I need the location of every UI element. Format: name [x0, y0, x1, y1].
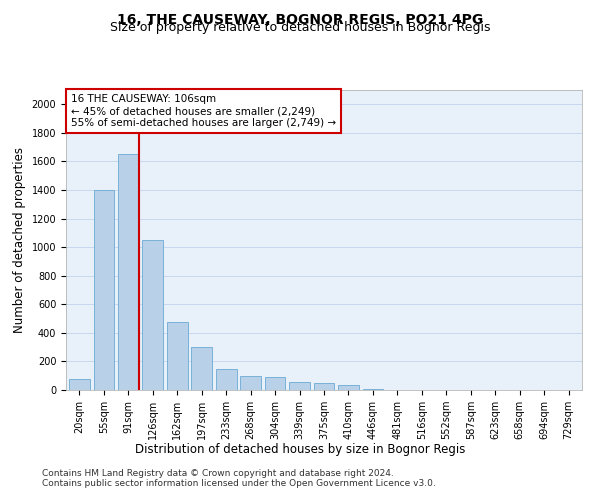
Bar [314, 383, 334, 390]
Text: Contains HM Land Registry data © Crown copyright and database right 2024.: Contains HM Land Registry data © Crown c… [42, 468, 394, 477]
Bar [118, 154, 139, 390]
Text: 16, THE CAUSEWAY, BOGNOR REGIS, PO21 4PG: 16, THE CAUSEWAY, BOGNOR REGIS, PO21 4PG [117, 12, 483, 26]
Bar [167, 322, 188, 390]
Bar [69, 378, 90, 390]
Bar [142, 240, 163, 390]
Text: 16 THE CAUSEWAY: 106sqm
← 45% of detached houses are smaller (2,249)
55% of semi: 16 THE CAUSEWAY: 106sqm ← 45% of detache… [71, 94, 336, 128]
Bar [191, 347, 212, 390]
Y-axis label: Number of detached properties: Number of detached properties [13, 147, 26, 333]
Text: Size of property relative to detached houses in Bognor Regis: Size of property relative to detached ho… [110, 22, 490, 35]
Bar [216, 368, 236, 390]
Bar [94, 190, 114, 390]
Bar [338, 385, 359, 390]
Bar [289, 382, 310, 390]
Bar [240, 376, 261, 390]
Bar [265, 377, 286, 390]
Text: Distribution of detached houses by size in Bognor Regis: Distribution of detached houses by size … [135, 442, 465, 456]
Text: Contains public sector information licensed under the Open Government Licence v3: Contains public sector information licen… [42, 478, 436, 488]
